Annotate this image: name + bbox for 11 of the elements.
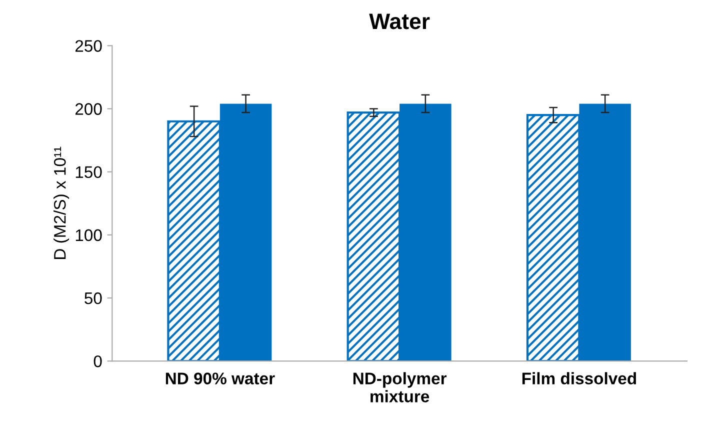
y-tick-label: 150 bbox=[76, 166, 102, 178]
chart-title: Water bbox=[369, 14, 430, 30]
y-tick-label: 250 bbox=[75, 40, 102, 52]
x-tick-label: ND-polymer mixture bbox=[353, 372, 447, 402]
x-tick-label: Film dissolved bbox=[522, 372, 636, 384]
y-tick-label: 50 bbox=[84, 292, 102, 304]
y-axis-title: D (M2/S) x 10¹¹ bbox=[54, 146, 70, 259]
y-tick-label: 200 bbox=[75, 103, 102, 115]
y-tick-label: 100 bbox=[76, 229, 102, 242]
y-tick-label: 0 bbox=[94, 355, 102, 368]
x-tick-label: ND 90% water bbox=[166, 372, 275, 384]
